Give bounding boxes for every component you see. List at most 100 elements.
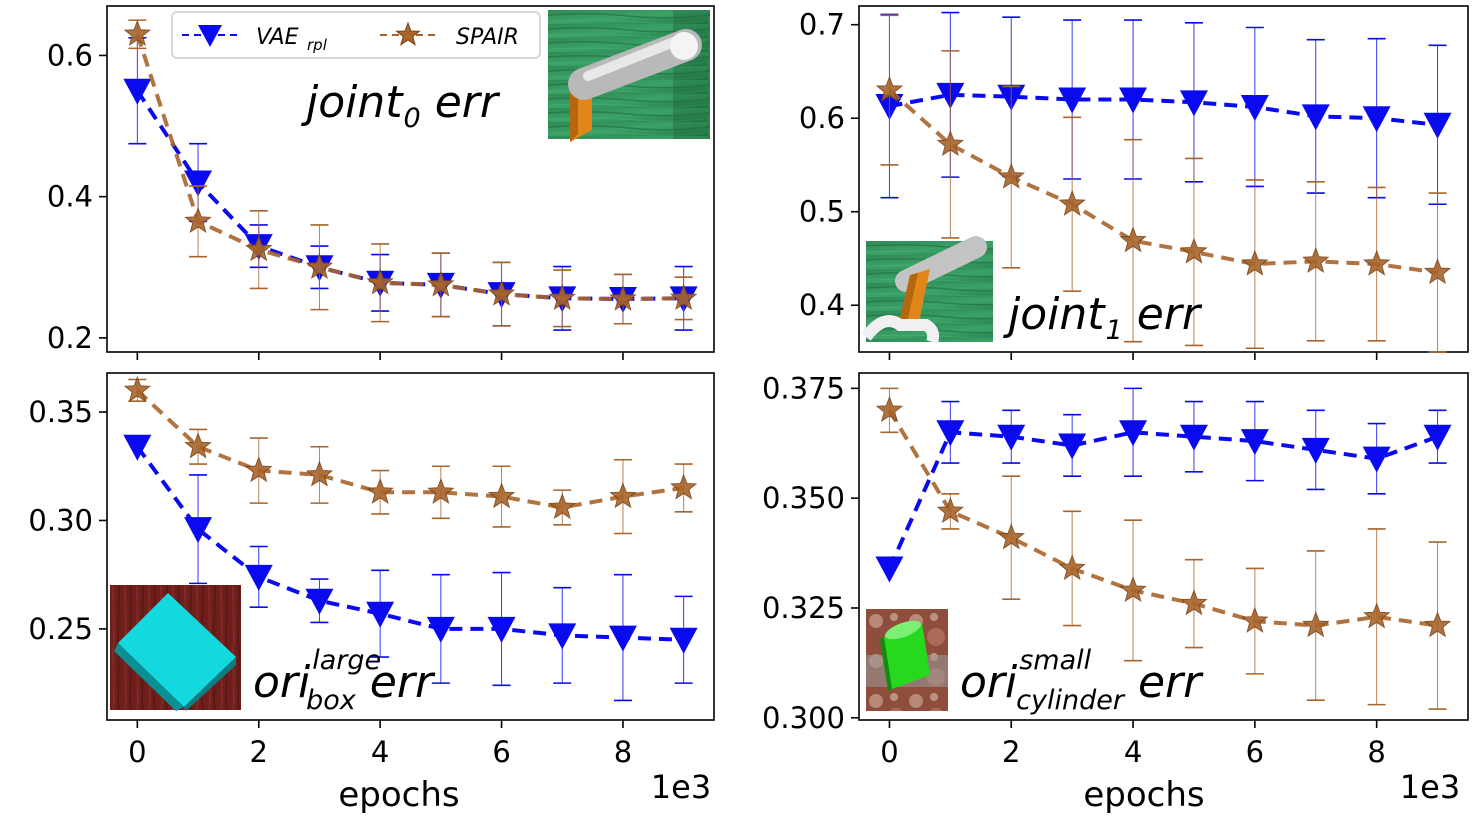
series-vae-rpl — [123, 434, 698, 702]
data-point — [997, 424, 1026, 451]
data-point — [305, 252, 334, 279]
data-point — [426, 616, 455, 643]
data-point — [366, 601, 395, 628]
data-point — [1423, 258, 1452, 285]
inset-joint1 — [861, 236, 993, 345]
data-point — [1362, 249, 1391, 276]
x-tick-label: 4 — [1124, 735, 1142, 769]
data-point — [1241, 606, 1269, 633]
data-point — [1179, 90, 1208, 117]
x-axis-label-right: epochs — [1083, 775, 1204, 815]
inset-box-large — [110, 585, 241, 711]
data-point — [244, 564, 273, 591]
data-point — [875, 395, 904, 423]
x-tick-label: 0 — [128, 735, 146, 769]
y-tick-label: 0.375 — [762, 371, 845, 405]
legend-label-spair: SPAIR — [456, 25, 519, 50]
y-tick-label: 0.35 — [28, 395, 93, 429]
y-tick-label: 0.30 — [28, 503, 93, 537]
data-point — [609, 284, 637, 311]
panel-title: joint0 err — [301, 77, 501, 134]
data-point — [1301, 104, 1330, 131]
data-point — [184, 170, 213, 197]
data-point — [1119, 420, 1148, 447]
data-point — [245, 456, 273, 483]
panel-title: orismall cylinder err — [960, 645, 1204, 716]
panel-top-right: 0.4 0.5 0.6 0.7 — [799, 5, 1469, 360]
x-tick-label: 8 — [1367, 735, 1385, 769]
data-point — [123, 375, 152, 403]
series-spair — [123, 19, 698, 328]
panel-top-left: 0.2 0.4 0.6 — [47, 5, 715, 360]
x-tick-label: 4 — [371, 735, 389, 769]
legend-entry-vae: VAE rpl — [182, 25, 328, 54]
data-point — [609, 482, 637, 509]
data-point — [997, 523, 1025, 550]
data-point — [487, 616, 516, 643]
data-point — [184, 432, 212, 459]
data-point — [427, 270, 455, 297]
data-point — [548, 283, 576, 311]
data-point — [1423, 112, 1452, 139]
data-point — [1119, 226, 1147, 253]
x-axis-label-left: epochs — [338, 775, 459, 815]
x-scale-label-left: 1e3 — [651, 768, 711, 806]
data-point — [1058, 554, 1086, 581]
data-point — [669, 283, 698, 311]
data-point — [123, 19, 152, 46]
data-point — [1423, 611, 1452, 638]
series-vae-rpl — [875, 387, 1452, 583]
data-point — [1240, 94, 1269, 121]
data-point — [123, 434, 152, 461]
data-point — [936, 496, 965, 524]
x-tick-label: 2 — [1002, 735, 1020, 769]
data-point — [487, 482, 516, 509]
series-line — [887, 409, 1438, 628]
y-tick-label: 0.325 — [762, 591, 845, 625]
data-point — [936, 420, 965, 447]
series-line — [135, 33, 684, 302]
plot-frame — [106, 5, 715, 353]
data-point — [669, 627, 698, 654]
series-line — [135, 89, 684, 302]
data-point — [487, 279, 516, 306]
series-spair — [875, 14, 1452, 353]
y-tick-label: 0.350 — [762, 481, 845, 515]
plot-frame — [858, 5, 1469, 353]
data-point — [1240, 429, 1269, 456]
data-point — [1058, 189, 1086, 216]
data-point — [1362, 446, 1391, 473]
series-line — [888, 88, 1438, 275]
data-point — [366, 477, 394, 504]
data-point — [123, 78, 152, 105]
data-point — [1302, 611, 1330, 638]
data-point — [1301, 437, 1330, 464]
data-point — [305, 588, 334, 615]
data-point — [1179, 424, 1208, 451]
y-tick-label: 0.4 — [47, 180, 93, 214]
y-tick-label: 0.25 — [28, 612, 93, 646]
series-vae-rpl — [875, 11, 1452, 206]
series-line — [887, 430, 1439, 570]
series-line — [135, 388, 684, 510]
data-point — [608, 625, 637, 652]
data-point — [1362, 106, 1391, 133]
series-line — [889, 92, 1438, 127]
x-tick-label: 6 — [492, 735, 510, 769]
x-scale-label-right: 1e3 — [1400, 768, 1460, 806]
data-point — [1119, 87, 1148, 114]
data-point — [548, 623, 577, 650]
y-tick-label: 0.4 — [799, 288, 845, 322]
series-spair — [875, 387, 1452, 710]
data-point — [1058, 87, 1087, 114]
panel-title: orilarge box err — [253, 645, 436, 716]
x-tick-label: 8 — [614, 735, 632, 769]
y-tick-label: 0.5 — [799, 195, 845, 229]
data-point — [1119, 575, 1147, 603]
panel-title: joint1 err — [1003, 289, 1203, 346]
data-point — [1180, 589, 1208, 616]
x-tick-label: 2 — [250, 735, 268, 769]
data-point — [1423, 424, 1452, 451]
